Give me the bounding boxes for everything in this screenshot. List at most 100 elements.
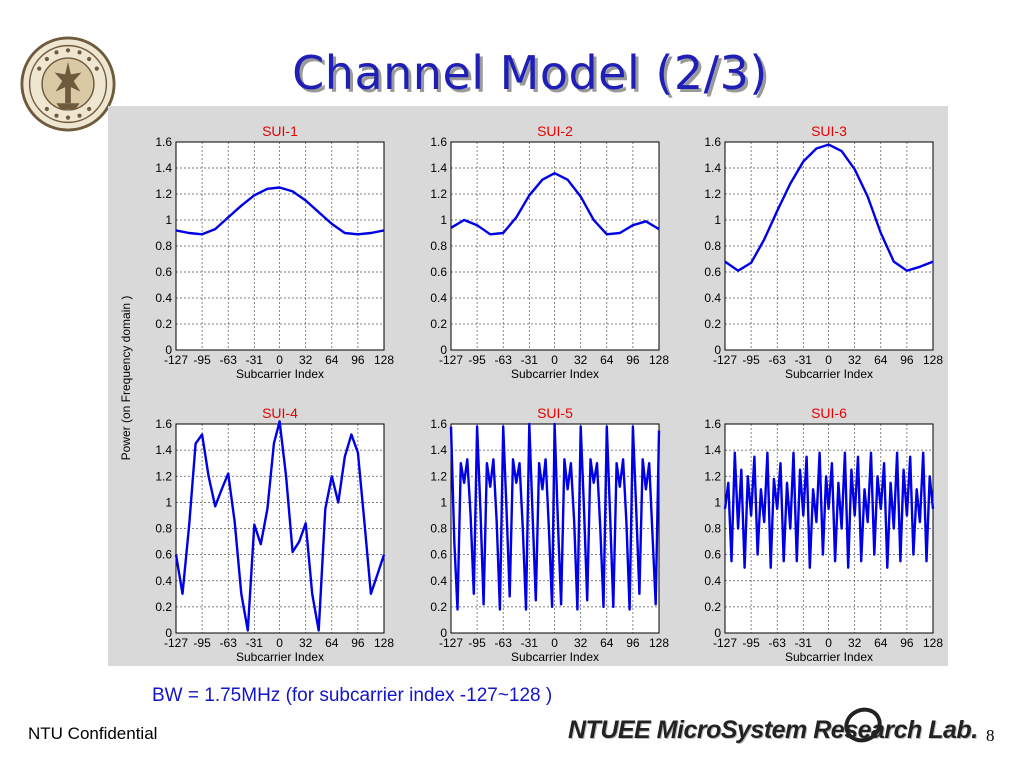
- panel-5-ytick-label: 1: [440, 495, 447, 509]
- sui-channel-figure: -127 -95 -63 -31 0 32 64 96 128 0 0.2 0.4 0.6 0.8 1 1.2…: [108, 106, 948, 666]
- page-number: 8: [986, 726, 995, 745]
- panel-1-title: SUI-1: [262, 123, 298, 139]
- footer-confidential: NTU Confidential: [28, 724, 158, 743]
- panel-1-xlabel: Subcarrier Index: [236, 367, 324, 381]
- panel-2-xtick-label: -95: [468, 353, 486, 367]
- panel-4-xlabel: Subcarrier Index: [236, 650, 324, 664]
- panel-2-xtick-label: -63: [495, 353, 513, 367]
- panel-5-xtick-label: -127: [439, 636, 463, 650]
- panel-1-xtick-label: 64: [325, 353, 339, 367]
- panel-6-xtick-label: -31: [795, 636, 813, 650]
- panel-3-ytick-label: 0.8: [704, 239, 721, 253]
- panel-6-ytick-label: 1.2: [704, 469, 721, 483]
- panel-6-xtick-label: -127: [713, 636, 737, 650]
- panel-2-ytick-label: 0.4: [430, 291, 447, 305]
- panel-3-xtick-label: -31: [795, 353, 813, 367]
- panel-4-series-line: [174, 420, 386, 632]
- panel-6-series-line: [723, 451, 935, 569]
- panel-6-ytick-label: 1.6: [704, 417, 721, 431]
- panel-2-xlabel: Subcarrier Index: [511, 367, 599, 381]
- panel-2-xtick-label: -31: [521, 353, 539, 367]
- panel-3-title: SUI-3: [811, 123, 847, 139]
- panel-2-ytick-label: 1.2: [430, 187, 447, 201]
- panel-2-xtick-label: -127: [439, 353, 463, 367]
- panel-3-xtick-label: -95: [742, 353, 760, 367]
- panel-2-ytick-label: 0.8: [430, 239, 447, 253]
- panel-5-ytick-label: 0: [440, 626, 447, 640]
- panel-6-xtick-label: -95: [742, 636, 760, 650]
- panel-1-xtick-label: -63: [220, 353, 238, 367]
- panel-6-xtick-label: 128: [923, 636, 943, 650]
- panel-5-xtick-label: 96: [626, 636, 640, 650]
- panel-4-ytick-label: 0.6: [155, 548, 172, 562]
- panel-1-xtick-label: -31: [246, 353, 264, 367]
- panel-1-ytick-label: 0.2: [155, 317, 172, 331]
- panel-1-ytick-label: 1.2: [155, 187, 172, 201]
- panel-2-title: SUI-2: [537, 123, 573, 139]
- panel-2-xtick-label: 32: [574, 353, 588, 367]
- panel-3-ytick-label: 0.2: [704, 317, 721, 331]
- panel-3-xtick-label: 64: [874, 353, 888, 367]
- panel-1-xtick-label: 0: [276, 353, 283, 367]
- panel-3-series-line: [724, 143, 934, 272]
- slide-title: Channel Model (2/3): [292, 46, 768, 100]
- panel-6-ytick-label: 0.2: [704, 600, 721, 614]
- panel-6-xtick-label: 0: [825, 636, 832, 650]
- panel-4-xtick-label: 0: [276, 636, 283, 650]
- panel-2-series-line: [450, 171, 660, 236]
- panel-1-series-line: [175, 186, 385, 236]
- panel-1-xtick-label: 128: [374, 353, 394, 367]
- panel-3-ytick-label: 1.2: [704, 187, 721, 201]
- panel-3-ytick-label: 0: [714, 343, 721, 357]
- panel-1-xtick-label: -127: [164, 353, 188, 367]
- footer-lab-name: NTUEE MicroSystem Research Lab.: [568, 716, 978, 744]
- panel-2-ytick-label: 0.2: [430, 317, 447, 331]
- panel-4-xtick-label: 96: [351, 636, 365, 650]
- panel-2-xtick-label: 64: [600, 353, 614, 367]
- panel-2-xtick-label: 0: [551, 353, 558, 367]
- panel-4-xtick-label: -31: [246, 636, 264, 650]
- panel-1-ytick-label: 1: [165, 213, 172, 227]
- panel-3-ytick-label: 1.4: [704, 161, 721, 175]
- panel-5-ytick-label: 0.8: [430, 522, 447, 536]
- panel-6-ytick-label: 0: [714, 626, 721, 640]
- panel-3-xtick-label: 128: [923, 353, 943, 367]
- panel-5-xtick-label: -31: [521, 636, 539, 650]
- panel-1-ytick-label: 0.8: [155, 239, 172, 253]
- panel-4-ytick-label: 0: [165, 626, 172, 640]
- panel-6-ytick-label: 1.4: [704, 443, 721, 457]
- panel-5-ytick-label: 1.2: [430, 469, 447, 483]
- panel-5-ytick-label: 0.2: [430, 600, 447, 614]
- panel-5-xtick-label: 0: [551, 636, 558, 650]
- panel-1-ytick-label: 1.6: [155, 135, 172, 149]
- panel-6-ytick-label: 0.6: [704, 548, 721, 562]
- panel-3-ytick-label: 1: [714, 213, 721, 227]
- panel-5-ytick-label: 1.4: [430, 443, 447, 457]
- panel-6-ytick-label: 0.8: [704, 522, 721, 536]
- panel-4-ytick-label: 0.4: [155, 574, 172, 588]
- panel-1-ytick-label: 0: [165, 343, 172, 357]
- panel-2-xtick-label: 96: [626, 353, 640, 367]
- panel-4-ytick-label: 0.8: [155, 522, 172, 536]
- panel-1-xtick-label: 32: [299, 353, 313, 367]
- panel-5-xtick-label: 32: [574, 636, 588, 650]
- panel-6-ytick-label: 0.4: [704, 574, 721, 588]
- panel-1-ytick-label: 0.6: [155, 265, 172, 279]
- university-seal-logo: [20, 36, 116, 132]
- panel-3-ytick-label: 0.6: [704, 265, 721, 279]
- panel-1-ytick-label: 1.4: [155, 161, 172, 175]
- panel-5-ytick-label: 0.4: [430, 574, 447, 588]
- panel-6-xtick-label: 64: [874, 636, 888, 650]
- panel-4-ytick-label: 1.4: [155, 443, 172, 457]
- panel-3-xlabel: Subcarrier Index: [785, 367, 873, 381]
- panel-5-series-line: [449, 422, 661, 611]
- panel-3-xtick-label: 96: [900, 353, 914, 367]
- panel-4-ytick-label: 1.6: [155, 417, 172, 431]
- panel-4-xtick-label: -63: [220, 636, 238, 650]
- panel-3-xtick-label: -63: [769, 353, 787, 367]
- panel-5-xtick-label: -63: [495, 636, 513, 650]
- panel-6-frame: [724, 423, 934, 634]
- panel-6-xtick-label: 96: [900, 636, 914, 650]
- panel-5-ytick-label: 1.6: [430, 417, 447, 431]
- lab-logo-ring-icon: [844, 707, 882, 743]
